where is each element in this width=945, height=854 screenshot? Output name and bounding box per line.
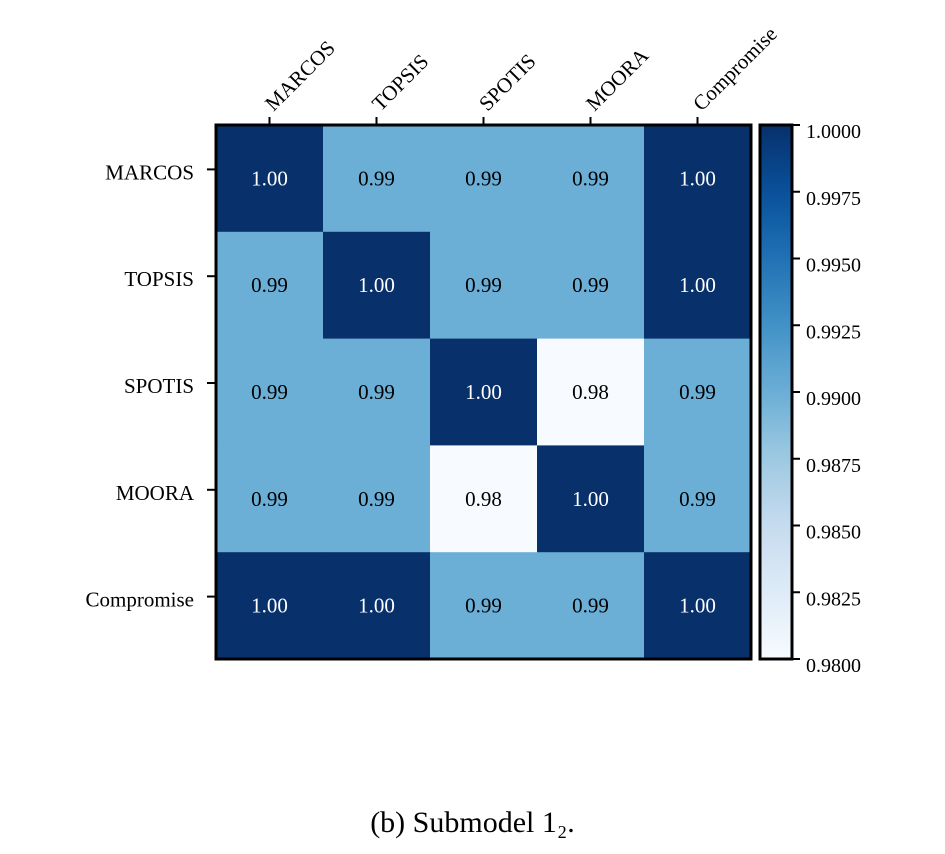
heatmap-cell (430, 552, 538, 660)
cell-value-label: 1.00 (679, 166, 716, 190)
cell-value-label: 0.99 (465, 594, 502, 618)
column-label: TOPSIS (367, 49, 433, 115)
cell-value-label: 0.99 (572, 594, 609, 618)
cell-value-label: 1.00 (465, 380, 502, 404)
heatmap-cell (644, 445, 752, 553)
heatmap-cell (216, 445, 324, 553)
colorbar-gradient (758, 123, 794, 661)
cell-value-label: 0.99 (465, 273, 502, 297)
cell-value-label: 0.99 (251, 380, 288, 404)
heatmap-cell (430, 231, 538, 340)
heatmap-cell (644, 338, 752, 446)
cell-value-label: 0.99 (572, 166, 609, 190)
colorbar-tick-label: 1.0000 (806, 121, 861, 143)
cell-value-label: 1.00 (679, 594, 716, 618)
heatmap-cell (644, 552, 752, 660)
heatmap-cell (216, 552, 324, 660)
heatmap-cell (216, 125, 324, 233)
heatmap-cell (216, 338, 324, 446)
cell-value-label: 1.00 (679, 273, 716, 297)
cell-value-label: 0.98 (465, 487, 502, 511)
cell-value-label: 1.00 (358, 273, 395, 297)
heatmap-cell (323, 125, 431, 233)
row-label: SPOTIS (124, 374, 194, 398)
colorbar-tick-label: 0.9850 (806, 522, 861, 544)
colorbar-tick-label: 0.9950 (806, 255, 861, 277)
cell-value-label: 1.00 (358, 594, 395, 618)
heatmap-cell (537, 338, 645, 446)
heatmap-cell (644, 125, 752, 233)
colorbar-tick-label: 0.9800 (806, 655, 861, 677)
row-label: TOPSIS (124, 267, 194, 291)
heatmap-cell (537, 231, 645, 340)
heatmap-cell (323, 231, 431, 340)
column-label: MARCOS (260, 36, 340, 116)
cell-value-label: 0.99 (679, 380, 716, 404)
heatmap-cell (644, 231, 752, 340)
heatmap-cells (216, 125, 752, 660)
heatmap-cell (430, 125, 538, 233)
heatmap-cell (537, 552, 645, 660)
heatmap-cell-labels: 1.00 0.99 0.99 0.99 1.00 0.99 1.00 0.99 0.99 1.00… (251, 166, 716, 617)
cell-value-label: 0.99 (572, 273, 609, 297)
column-label: SPOTIS (474, 49, 540, 115)
row-label: MARCOS (105, 160, 194, 184)
cell-value-label: 0.98 (572, 380, 609, 404)
column-label: MOORA (581, 43, 654, 116)
cell-value-label: 0.99 (465, 166, 502, 190)
colorbar-tick-label: 0.9975 (806, 188, 861, 210)
cell-value-label: 0.99 (251, 273, 288, 297)
heatmap-cell (323, 552, 431, 660)
row-label: MOORA (116, 481, 195, 505)
cell-value-label: 1.00 (572, 487, 609, 511)
heatmap-cell (537, 125, 645, 233)
heatmap-cell (430, 338, 538, 446)
row-axis: MARCOS TOPSIS SPOTIS MOORA Compromise (86, 160, 216, 612)
column-axis: MARCOS TOPSIS SPOTIS MOORA Compromise (260, 22, 782, 125)
heatmap-cell (216, 231, 324, 340)
cell-value-label: 1.00 (251, 594, 288, 618)
row-label: Compromise (86, 588, 195, 612)
cell-value-label: 0.99 (358, 380, 395, 404)
column-label: Compromise (688, 22, 782, 116)
heatmap-cell (323, 445, 431, 553)
heatmap-cell (323, 338, 431, 446)
cell-value-label: 0.99 (358, 487, 395, 511)
heatmap-cell (537, 445, 645, 553)
cell-value-label: 0.99 (358, 166, 395, 190)
cell-value-label: 0.99 (679, 487, 716, 511)
heatmap-cell (430, 445, 538, 553)
colorbar-tick-label: 0.9900 (806, 388, 861, 410)
colorbar-tick-label: 0.9825 (806, 588, 861, 610)
colorbar-tick-label: 0.9925 (806, 321, 861, 343)
cell-value-label: 1.00 (251, 166, 288, 190)
colorbar-tick-label: 0.9875 (806, 455, 861, 477)
figure-caption: (b) Submodel 1₂. (370, 806, 575, 839)
colorbar: 1.0000 0.9975 0.9950 0.9925 0.9900 0.9875 0.98… (758, 121, 861, 677)
cell-value-label: 0.99 (251, 487, 288, 511)
